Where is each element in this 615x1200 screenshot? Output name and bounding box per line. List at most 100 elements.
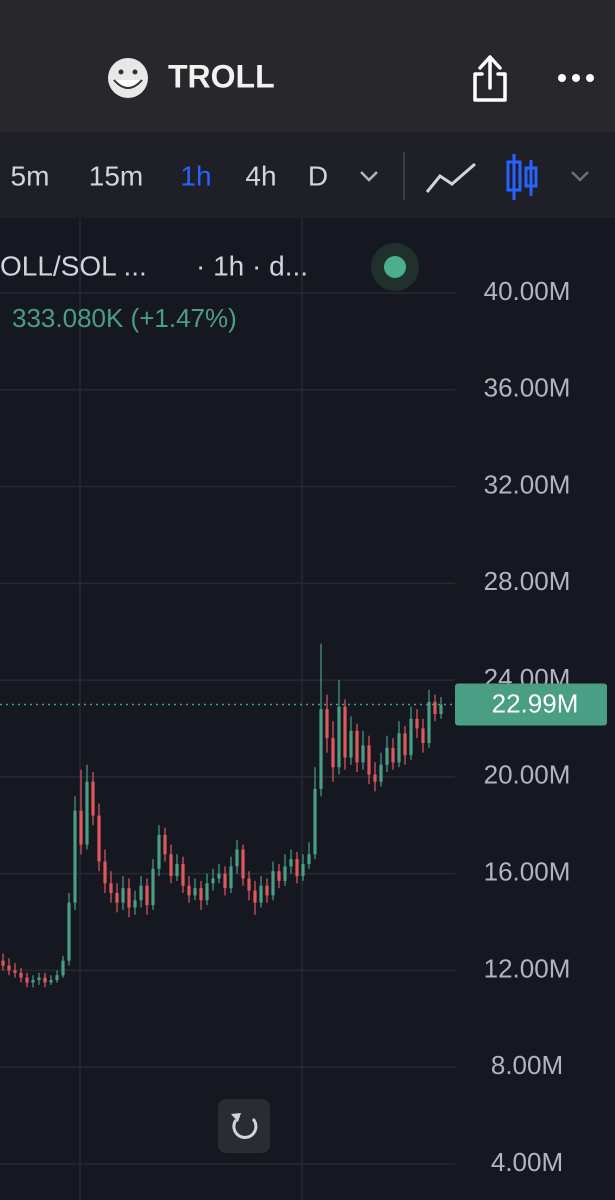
- candle-body: [31, 980, 35, 983]
- candle-body: [325, 709, 329, 739]
- more-button[interactable]: [558, 74, 594, 82]
- y-tick-label: 28.00M: [484, 566, 571, 596]
- candle-body: [283, 866, 287, 881]
- y-tick-label: 36.00M: [484, 373, 571, 403]
- candle-body: [169, 854, 173, 877]
- candle-body: [121, 888, 125, 903]
- candle-body: [295, 859, 299, 877]
- candle-body: [211, 878, 215, 884]
- candle-body: [115, 892, 119, 903]
- candle-body: [193, 888, 197, 896]
- current-price-label: 22.99M: [492, 688, 579, 718]
- candle-body: [241, 849, 245, 879]
- y-tick-label: 40.00M: [484, 276, 571, 306]
- candle-body: [331, 738, 335, 768]
- candle-body: [205, 883, 209, 901]
- candle-body: [343, 706, 347, 758]
- candle-body: [133, 900, 137, 908]
- chart-type-dropdown[interactable]: [571, 171, 589, 182]
- candle-body: [175, 863, 179, 877]
- candle-body: [427, 701, 431, 743]
- interval-option[interactable]: 15m: [89, 160, 143, 191]
- candle-body: [157, 834, 161, 869]
- candle-body: [253, 890, 257, 903]
- y-tick-label: 4.00M: [491, 1147, 563, 1177]
- reset-icon-arrow: [231, 1113, 241, 1122]
- y-tick-label: 32.00M: [484, 469, 571, 499]
- price-chart: 40.00M36.00M32.00M28.00M24.00M20.00M16.0…: [0, 218, 607, 1200]
- candle-body: [391, 747, 395, 763]
- candle-body: [271, 871, 275, 896]
- candle-body: [337, 706, 341, 768]
- pair-name: OLL/SOL ...: [0, 250, 147, 281]
- candle-body: [43, 977, 47, 983]
- candle-body: [415, 718, 419, 729]
- line-chart-button[interactable]: [425, 162, 476, 193]
- candle-body: [439, 704, 443, 714]
- candle-body: [49, 980, 53, 983]
- candle-body: [1, 960, 5, 966]
- interval-option[interactable]: D: [308, 160, 328, 191]
- interval-option[interactable]: 1h: [180, 160, 211, 191]
- candle-body: [409, 718, 413, 756]
- candle-body: [91, 781, 95, 816]
- candle-body: [109, 883, 113, 893]
- page-title: TROLL: [168, 58, 275, 94]
- candle-body: [247, 878, 251, 891]
- candle-body: [139, 885, 143, 901]
- candle-body: [289, 859, 293, 867]
- candle-body: [217, 873, 221, 879]
- y-tick-label: 16.00M: [484, 857, 571, 887]
- candle-chart-button[interactable]: [506, 154, 538, 200]
- candle-body: [319, 709, 323, 789]
- candle-body: [373, 774, 377, 782]
- y-tick-label: 8.00M: [491, 1050, 563, 1080]
- candle-body: [355, 730, 359, 763]
- candle-body: [55, 975, 59, 981]
- candle-body: [97, 815, 101, 862]
- candle-body: [103, 861, 107, 884]
- candle-body: [187, 885, 191, 896]
- interval-dropdown[interactable]: [360, 171, 378, 182]
- price-change: 333.080K (+1.47%): [12, 303, 237, 333]
- candle-body: [151, 868, 155, 906]
- candle-body: [79, 810, 83, 845]
- reset-icon: [232, 1117, 258, 1139]
- status-dot: [384, 256, 406, 278]
- candle-body: [379, 764, 383, 782]
- candle-body: [259, 885, 263, 903]
- y-tick-label: 20.00M: [484, 760, 571, 790]
- candle-body: [349, 730, 353, 758]
- candle-body: [85, 781, 89, 845]
- candle-body: [13, 970, 17, 973]
- candle-body: [199, 888, 203, 901]
- current-price-tag: [455, 683, 607, 726]
- candle-body: [367, 745, 371, 775]
- candle-body: [19, 972, 23, 978]
- y-tick-label: 12.00M: [484, 953, 571, 983]
- candle-body: [61, 960, 65, 976]
- candle-body: [385, 747, 389, 765]
- candle-body: [301, 863, 305, 877]
- candle-body: [229, 866, 233, 889]
- candle-body: [67, 902, 71, 961]
- share-button[interactable]: [473, 55, 507, 102]
- reset-chart-button[interactable]: [218, 1099, 270, 1153]
- candle-body: [421, 728, 425, 743]
- candle-body: [127, 888, 131, 908]
- candle-body: [181, 863, 185, 886]
- interval-option[interactable]: 5m: [11, 160, 50, 191]
- candle-body: [397, 733, 401, 763]
- candle-body: [403, 733, 407, 756]
- candle-body: [163, 834, 167, 855]
- candle-body: [313, 788, 317, 855]
- candle-body: [7, 965, 11, 971]
- candle-body: [307, 854, 311, 864]
- candle-body: [223, 873, 227, 889]
- candle-body: [25, 977, 29, 983]
- interval-option[interactable]: 4h: [245, 160, 276, 191]
- header-bar: [0, 0, 615, 132]
- candle-body: [235, 849, 239, 867]
